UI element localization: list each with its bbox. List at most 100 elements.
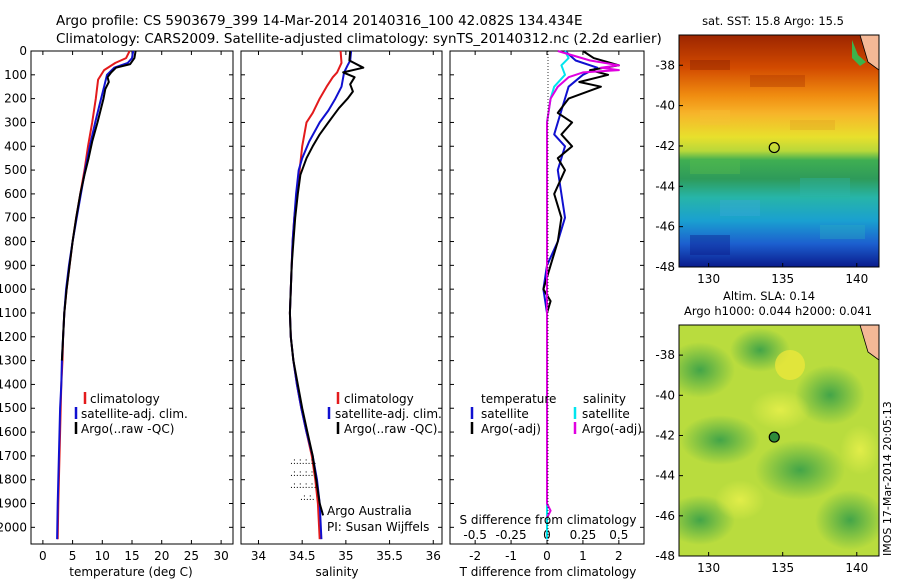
depth-tick-label: 1200 [0, 330, 27, 344]
x-tick-label: -2 [469, 549, 481, 563]
s-diff-tick-label: 0.5 [609, 528, 628, 542]
sla-map-axes: 130 135 140 -38 -40 -42 -44 -46 -48 [655, 348, 868, 575]
depth-tick-label: 1600 [0, 425, 27, 439]
x-tick-label: 1 [579, 549, 587, 563]
difference-top-label: S difference from climatology [460, 513, 637, 527]
sst-map-title: sat. SST: 15.8 Argo: 15.5 [702, 14, 844, 28]
x-tick-label: 2 [615, 549, 623, 563]
sla-map-frame [678, 324, 880, 557]
temperature-x-axis: 0 5 10 15 20 25 30 [39, 51, 229, 563]
sst-heatmap [679, 35, 879, 267]
depth-tick-label: 1400 [0, 377, 27, 391]
sst-coastal-patch [852, 40, 866, 66]
x-tick-label: 30 [213, 549, 228, 563]
temperature-series [56, 50, 137, 540]
map-y-tick-label: -40 [655, 388, 675, 402]
sla-heatmap [679, 325, 879, 556]
map-y-tick-label: -44 [655, 179, 675, 193]
difference-series [542, 50, 620, 540]
sst-map-frame [678, 34, 880, 268]
map-y-tick-label: -46 [655, 220, 675, 234]
svg-text:.:.:.:.:.: .:.:.:.:. [290, 481, 316, 491]
x-tick-label: 34 [251, 549, 266, 563]
sla-land-mass [806, 325, 879, 361]
svg-text:.:.:.:.:.: .:.:.:.:. [290, 457, 316, 467]
depth-tick-label: 2000 [0, 520, 27, 534]
depth-tick-label: 600 [4, 187, 27, 201]
series-line-satellite-adj-clim- [56, 50, 135, 540]
depth-tick-label: 1100 [0, 306, 27, 320]
series-line-s-argo-adj- [546, 50, 620, 519]
annotation-argo-australia: Argo Australia [327, 504, 412, 518]
depth-tick-label: 200 [4, 92, 27, 106]
x-tick-label: 35.5 [376, 549, 403, 563]
legend-label-t-argo: Argo(-adj) [481, 422, 541, 436]
series-line-climatology [56, 50, 131, 540]
legend-label-climatology: climatology [344, 392, 414, 406]
depth-tick-label: 1800 [0, 473, 27, 487]
map-x-tick-label: 135 [771, 272, 794, 286]
x-tick-label: 0 [39, 549, 47, 563]
salinity-legend: climatology satellite-adj. clim. Argo(..… [327, 392, 442, 436]
map-y-tick-label: -44 [655, 469, 675, 483]
salinity-flagged-points: .:.:.:.:. .:.:.:.:. .:.:.:.:. .:.:. [290, 457, 316, 503]
annotation-pi: PI: Susan Wijffels [327, 520, 429, 534]
imos-timestamp: IMOS 17-Mar-2014 20:05:13 [881, 401, 894, 556]
legend-label-climatology: climatology [90, 392, 160, 406]
series-line-argo-raw-qc- [288, 50, 365, 516]
depth-axis: 0 100 200 300 400 500 600 700 800 900 1000 1100 1200… [0, 44, 644, 534]
sla-map-subtitle: Argo h1000: 0.044 h2000: 0.041 [684, 304, 872, 318]
s-diff-tick-label: -0.5 [463, 528, 486, 542]
depth-tick-label: 900 [4, 258, 27, 272]
map-y-tick-label: -48 [655, 260, 675, 274]
depth-tick-label: 300 [4, 115, 27, 129]
header-line-2: Climatology: CARS2009. Satellite-adjuste… [56, 31, 662, 47]
legend-label-s-satellite: satellite [582, 407, 630, 421]
svg-text:.:.:.: .:.:. [300, 493, 315, 503]
temperature-legend: climatology satellite-adj. clim. Argo(..… [74, 392, 188, 436]
series-line-argo-raw-qc- [60, 50, 137, 361]
map-y-tick-label: -42 [655, 139, 675, 153]
legend-heading-salinity: salinity [583, 392, 626, 406]
x-tick-label: -1 [505, 549, 517, 563]
legend-heading-temperature: temperature [481, 392, 556, 406]
map-x-tick-label: 130 [697, 272, 720, 286]
sst-map-axes: 130 135 140 -38 -40 -42 -44 -46 -48 [655, 58, 868, 286]
s-diff-tick-label: 0.25 [570, 528, 597, 542]
x-tick-label: 0 [543, 549, 551, 563]
map-x-tick-label: 140 [845, 561, 868, 575]
legend-label-satellite: satellite-adj. clim. [335, 407, 442, 421]
sst-field [679, 35, 879, 267]
x-tick-label: 15 [124, 549, 139, 563]
sla-map-title: Altim. SLA: 0.14 [723, 289, 815, 303]
map-y-tick-label: -46 [655, 509, 675, 523]
depth-tick-label: 1000 [0, 282, 27, 296]
salinity-panel-frame [240, 50, 443, 545]
map-x-tick-label: 135 [771, 561, 794, 575]
sst-texture [690, 60, 865, 255]
map-x-tick-label: 140 [845, 272, 868, 286]
header-line-1: Argo profile: CS 5903679_399 14-Mar-2014… [56, 13, 583, 29]
map-y-tick-label: -38 [655, 58, 675, 72]
depth-tick-label: 1500 [0, 401, 27, 415]
difference-x-label: T difference from climatology [459, 565, 637, 579]
sst-argo-position-marker [768, 141, 780, 154]
temperature-panel-frame [30, 50, 234, 545]
difference-x-axis: -2 -1 0 1 2-0.5 -0.25 0 0.25 0.5 [463, 51, 628, 563]
map-y-tick-label: -38 [655, 348, 675, 362]
x-tick-label: 36 [426, 549, 441, 563]
legend-label-t-satellite: satellite [481, 407, 529, 421]
legend-label-satellite: satellite-adj. clim. [81, 407, 188, 421]
sst-land-mass [806, 35, 879, 71]
legend-label-argo: Argo(..raw -QC) [344, 422, 437, 436]
salinity-series [288, 50, 365, 540]
depth-tick-label: 1300 [0, 354, 27, 368]
depth-tick-label: 400 [4, 139, 27, 153]
depth-tick-label: 1900 [0, 497, 27, 511]
depth-tick-label: 700 [4, 211, 27, 225]
depth-tick-label: 500 [4, 163, 27, 177]
map-y-tick-label: -42 [655, 428, 675, 442]
series-line-t-argo-adj- [542, 50, 620, 361]
map-x-tick-label: 130 [697, 561, 720, 575]
